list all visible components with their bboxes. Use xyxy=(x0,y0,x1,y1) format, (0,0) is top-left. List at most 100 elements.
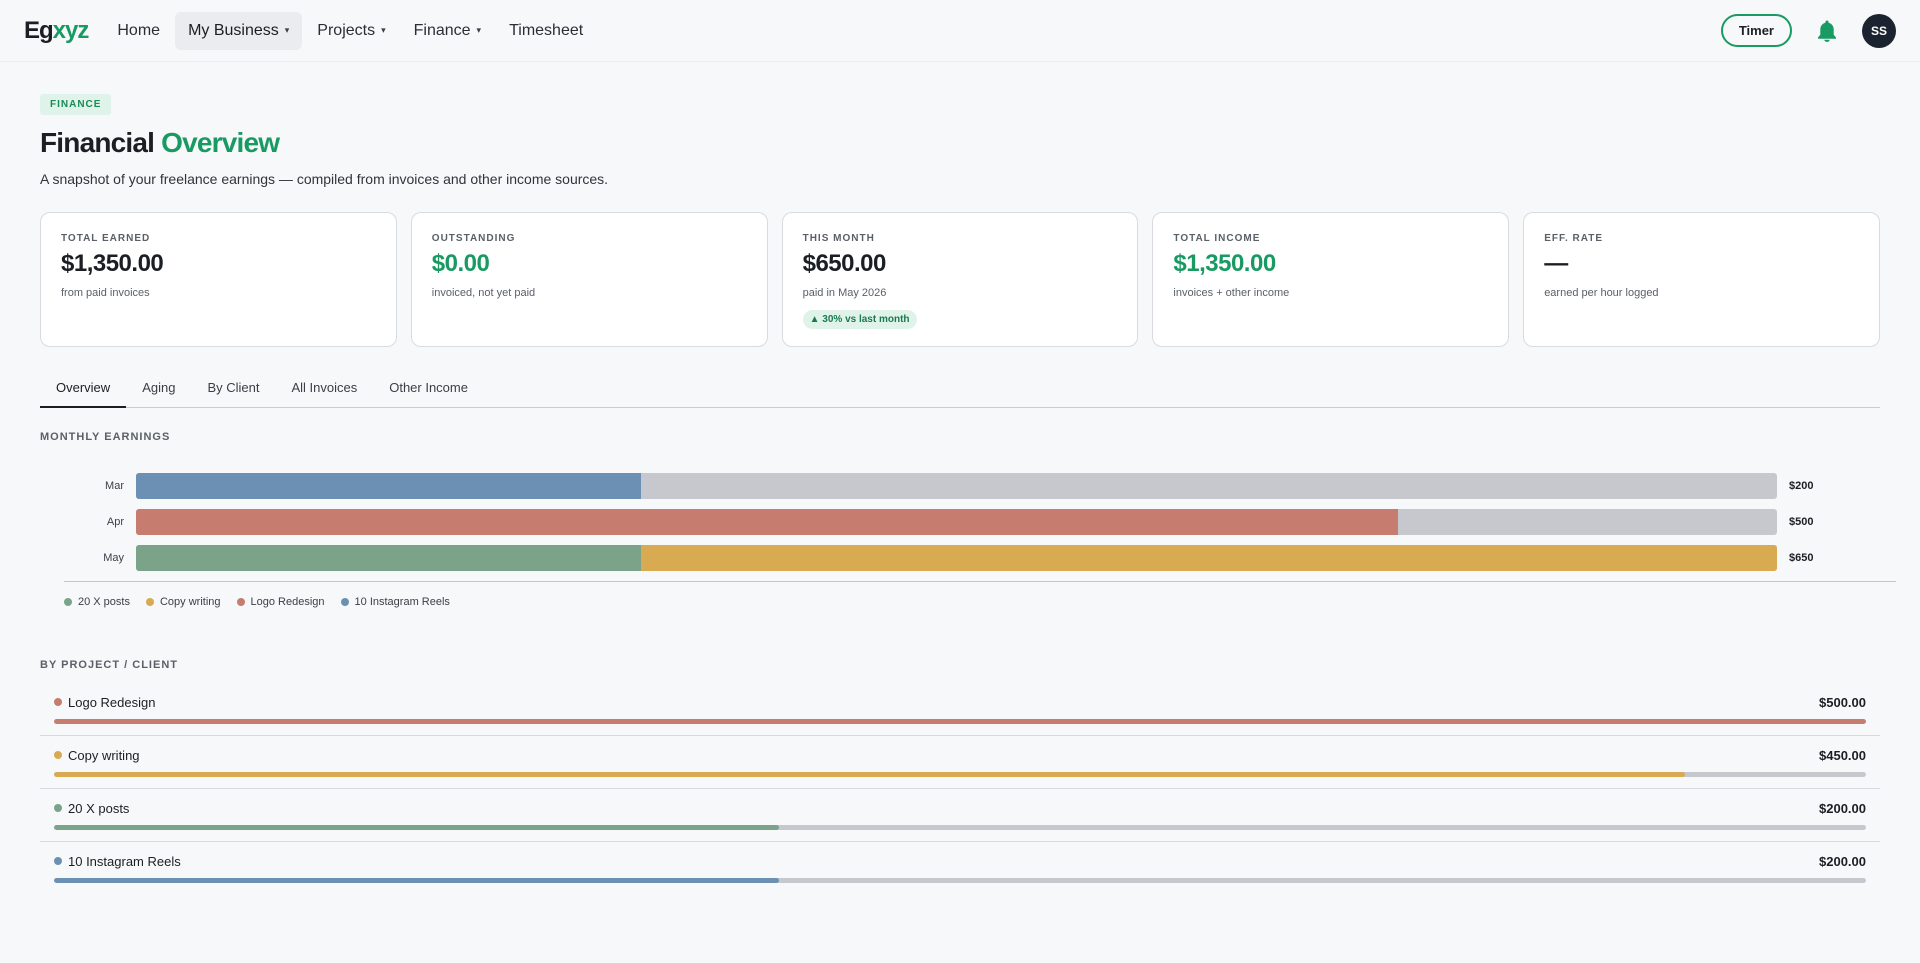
trend-badge: ▲ 30% vs last month xyxy=(802,310,917,329)
stat-card-caption: paid in May 2026 xyxy=(802,287,887,299)
stat-card-value: $0.00 xyxy=(431,250,490,277)
main-content: FINANCE Financial Overview A snapshot of… xyxy=(0,62,1920,895)
project-amount: $200.00 xyxy=(1819,853,1866,869)
nav-item-finance[interactable]: Finance ▾ xyxy=(401,12,494,50)
stat-card-caption: earned per hour logged xyxy=(1544,287,1659,299)
tab-overview[interactable]: Overview xyxy=(40,373,127,408)
chevron-down-icon: ▾ xyxy=(284,25,290,35)
nav-item-my-business[interactable]: My Business ▾ xyxy=(175,11,303,50)
tab-aging[interactable]: Aging xyxy=(142,380,176,395)
project-row-copy-writing[interactable]: Copy writing $450.00 xyxy=(40,736,1880,789)
legend-item-logo-redesign: Logo Redesign xyxy=(236,596,325,608)
legend-item-10-instagram-reels: 10 Instagram Reels xyxy=(340,596,450,608)
page-title-dark: Financial xyxy=(40,127,155,158)
stat-card-value: — xyxy=(1544,250,1568,277)
project-row-10-instagram-reels[interactable]: 10 Instagram Reels $200.00 xyxy=(40,842,1880,895)
legend-item-copy-writing: Copy writing xyxy=(145,596,221,608)
project-progress-track xyxy=(54,878,1866,883)
nav-item-label: Timesheet xyxy=(509,21,584,39)
project-progress-fill xyxy=(54,772,1685,777)
top-navigation: Egxyz Home My Business ▾ Projects ▾ Finance ▾ T… xyxy=(0,0,1920,62)
chart-legend: 20 X posts Copy writing Logo Redesign 10 In… xyxy=(64,596,1880,608)
legend-dot xyxy=(145,598,154,606)
nav-item-label: Projects xyxy=(317,21,376,39)
nav-actions: Timer SS xyxy=(1720,13,1896,48)
project-progress-fill xyxy=(54,878,779,883)
legend-label: 10 Instagram Reels xyxy=(354,596,450,608)
project-color-dot xyxy=(54,857,62,865)
legend-item-20-x-posts: 20 X posts xyxy=(64,596,130,608)
project-row-logo-redesign[interactable]: Logo Redesign $500.00 xyxy=(40,683,1880,736)
stat-card-label: TOTAL INCOME xyxy=(1173,233,1261,244)
chevron-down-icon: ▾ xyxy=(476,25,482,35)
project-amount: $200.00 xyxy=(1819,800,1866,816)
chart-bar-segment-10-instagram-reels[interactable] xyxy=(136,473,641,499)
stat-card-label: THIS MONTH xyxy=(802,233,875,244)
chart-bar-segment-logo-redesign[interactable] xyxy=(136,509,1399,535)
project-name: 20 X posts xyxy=(54,801,129,816)
chart-bar-track xyxy=(136,545,1777,571)
project-progress-fill xyxy=(54,825,779,830)
user-avatar[interactable]: SS xyxy=(1862,13,1896,48)
tab-other-income[interactable]: Other Income xyxy=(389,380,468,395)
project-name-label: 10 Instagram Reels xyxy=(68,853,181,869)
project-amount: $450.00 xyxy=(1819,747,1866,763)
project-row-header: Copy writing $450.00 xyxy=(54,746,1866,764)
bell-icon[interactable] xyxy=(1814,18,1840,44)
chart-row-may: May $650 xyxy=(40,545,1880,571)
chart-month-label: May xyxy=(103,552,124,564)
project-row-20-x-posts[interactable]: 20 X posts $200.00 xyxy=(40,789,1880,842)
nav-item-label: Finance xyxy=(413,21,471,39)
legend-label: 20 X posts xyxy=(78,596,130,608)
chart-bar-segment-20-x-posts[interactable] xyxy=(136,545,641,571)
monthly-earnings-chart: Mar $200 Apr $500 May $650 xyxy=(40,473,1880,571)
project-name-label: Copy writing xyxy=(68,747,140,763)
chevron-down-icon: ▾ xyxy=(381,25,386,35)
chart-bar-track xyxy=(136,509,1777,535)
project-color-dot xyxy=(54,751,62,759)
legend-dot xyxy=(340,598,349,606)
legend-dot xyxy=(64,598,72,606)
timer-button[interactable]: Timer xyxy=(1720,14,1792,47)
app-logo[interactable]: Egxyz xyxy=(24,17,89,45)
nav-menu: Home My Business ▾ Projects ▾ Finance ▾ Timeshe… xyxy=(104,11,596,50)
chart-bar-segment-copy-writing[interactable] xyxy=(640,545,1777,571)
project-progress-track xyxy=(54,772,1866,777)
nav-item-projects[interactable]: Projects ▾ xyxy=(304,12,398,50)
chart-row-mar: Mar $200 xyxy=(40,473,1880,499)
stat-card-label: TOTAL EARNED xyxy=(61,233,151,244)
stat-card-caption: invoiced, not yet paid xyxy=(431,287,536,299)
project-name-label: 20 X posts xyxy=(68,800,130,816)
stat-card-caption: invoices + other income xyxy=(1173,287,1290,299)
stat-card-value: $1,350.00 xyxy=(1173,250,1276,277)
section-tag: FINANCE xyxy=(40,94,112,115)
project-name: Logo Redesign xyxy=(54,695,155,710)
chart-axis-line xyxy=(64,581,1896,582)
chart-bar-total: $500 xyxy=(1789,516,1814,528)
nav-item-label: Home xyxy=(117,21,161,39)
stat-card-label: OUTSTANDING xyxy=(431,233,516,244)
chart-month-label: Mar xyxy=(105,480,124,492)
project-progress-track xyxy=(54,719,1866,724)
chart-bar-total: $650 xyxy=(1789,552,1814,564)
project-row-header: Logo Redesign $500.00 xyxy=(54,693,1866,711)
legend-label: Logo Redesign xyxy=(250,596,325,608)
legend-label: Copy writing xyxy=(159,596,221,608)
tab-by-client[interactable]: By Client xyxy=(207,380,260,395)
nav-item-label: My Business xyxy=(188,21,279,39)
tab-all-invoices[interactable]: All Invoices xyxy=(291,380,358,395)
nav-item-timesheet[interactable]: Timesheet xyxy=(496,12,596,50)
project-color-dot xyxy=(54,804,62,812)
by-project-label: BY PROJECT / CLIENT xyxy=(40,659,178,671)
project-name-label: Logo Redesign xyxy=(68,694,156,710)
project-progress-track xyxy=(54,825,1866,830)
stat-card-outstanding: OUTSTANDING $0.00 invoiced, not yet paid xyxy=(410,212,768,347)
project-progress-fill xyxy=(54,719,1866,724)
legend-dot xyxy=(236,598,245,606)
stat-card-total-income: TOTAL INCOME $1,350.00 invoices + other in… xyxy=(1152,212,1510,347)
nav-item-home[interactable]: Home xyxy=(104,12,173,50)
chart-month-label: Apr xyxy=(106,516,124,528)
stat-card-eff-rate: EFF. RATE — earned per hour logged xyxy=(1523,212,1880,347)
stat-card-caption: from paid invoices xyxy=(61,287,150,299)
project-amount: $500.00 xyxy=(1819,694,1866,710)
